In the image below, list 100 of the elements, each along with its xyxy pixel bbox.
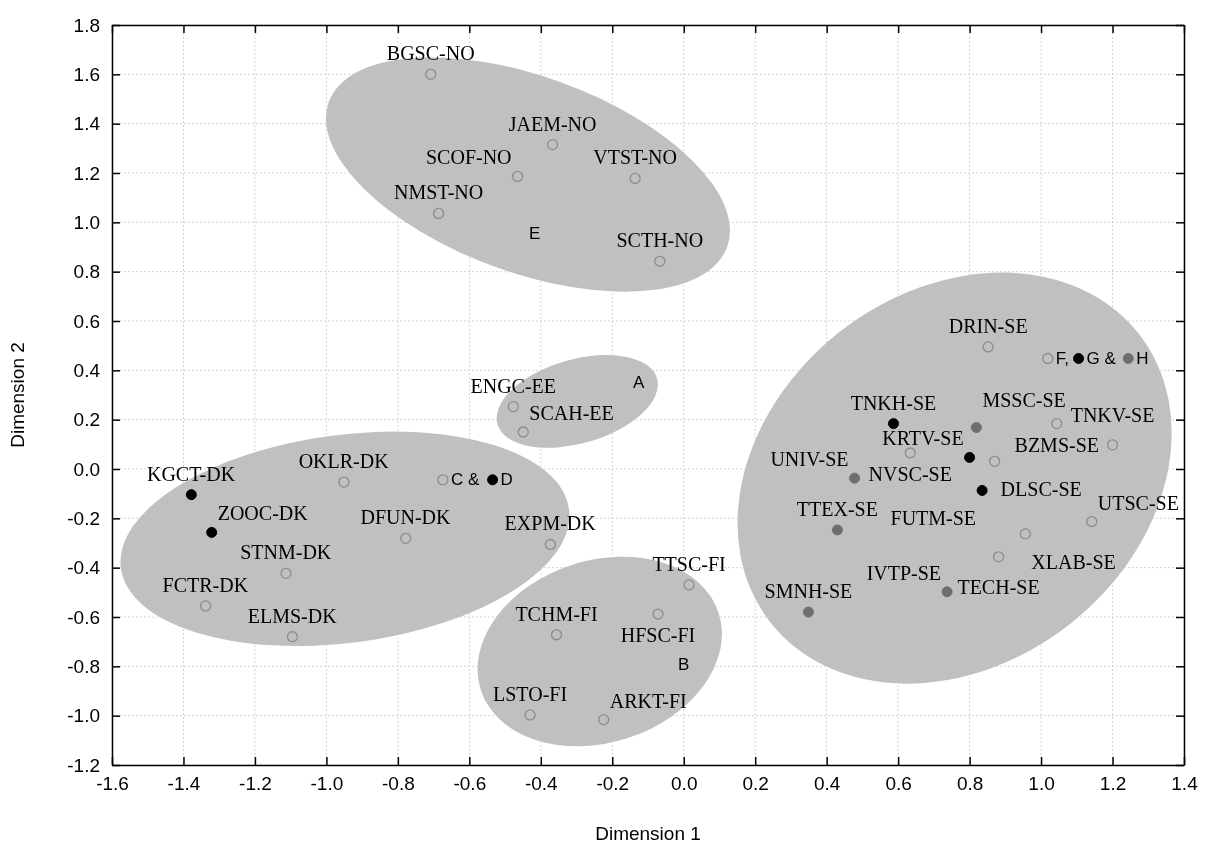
x-tick-label: -1.0 [310,773,344,795]
y-tick-label: 0.0 [73,458,100,480]
point [1122,353,1134,364]
annotation: TCHM-FI [515,602,598,625]
annotation: HFSC-FI [620,624,696,647]
annotation: TTSC-FI [652,552,726,575]
annotation: TECH-SE [957,575,1040,598]
x-axis-title: Dimension 1 [595,823,701,844]
point [831,524,843,536]
y-tick-label: 0.4 [73,359,101,381]
annotation: A [633,373,646,393]
annotation: ENGC-EE [470,374,557,397]
annotation: DRIN-SE [948,314,1028,337]
point [1051,417,1063,430]
annotation: NVSC-SE [868,462,952,485]
x-tick-label: -1.6 [96,773,129,795]
point [1086,515,1098,528]
point [1019,528,1031,540]
annotation: LSTO-FI [493,682,568,705]
x-tick-label: 1.2 [1099,773,1127,795]
point [550,629,563,641]
annotation: DLSC-SE [1000,478,1082,501]
annotation: FUTM-SE [890,507,977,530]
annotation: ARKT-FI [609,689,687,712]
annotation: OKLR-DK [298,450,390,473]
annotation: BZMS-SE [1014,433,1100,456]
point [400,532,412,544]
point [941,586,953,598]
annotation: JAEM-NO [508,112,597,135]
annotation: H [1136,348,1149,368]
point [199,600,212,612]
annotation: UTSC-SE [1097,491,1179,514]
annotation: SCTH-NO [616,229,704,252]
point [904,447,916,459]
y-tick-label: -1.0 [67,705,100,727]
y-tick-label: 0.6 [73,310,100,332]
point [546,139,559,151]
x-tick-label: 0.4 [813,773,841,795]
annotation: STNM-DK [240,541,332,564]
point [992,551,1005,563]
annotation: ZOOC-DK [217,502,309,525]
x-tick-label: -0.2 [596,773,630,795]
point [280,567,292,579]
x-tick-label: 1.0 [1028,773,1055,795]
point [524,709,536,721]
annotation: DFUN-DK [360,506,452,529]
annotation: SMNH-SE [764,580,853,603]
point [206,526,218,538]
point [425,68,437,80]
x-tick-label: -0.8 [381,773,415,795]
y-tick-label: 1.2 [73,162,100,184]
point [338,476,350,488]
annotation: TNKH-SE [850,391,937,414]
x-tick-label: -1.2 [239,773,272,795]
point [507,400,519,413]
y-tick-label: -0.4 [67,557,101,579]
annotation: C & [450,470,480,490]
annotation: TNKV-SE [1070,403,1155,426]
point [629,172,641,185]
point [1106,439,1119,451]
point [888,418,899,430]
y-tick-label: -0.6 [67,606,100,628]
x-tick-label: 1.4 [1171,773,1199,795]
x-tick-label: -0.6 [453,773,487,795]
annotation: D [500,470,513,490]
y-tick-label: 1.0 [73,211,100,233]
annotation: FCTR-DK [162,573,249,596]
annotation: B [678,655,690,675]
annotation: EXPM-DK [504,512,597,535]
x-tick-label: -0.4 [524,773,559,795]
annotation: F, [1055,348,1070,368]
annotation: SCOF-NO [426,146,512,169]
y-tick-label: 1.8 [73,14,100,36]
y-tick-label: -1.2 [67,754,100,776]
point [849,472,861,484]
point [432,207,445,220]
point [652,608,664,620]
annotation: E [529,224,541,244]
annotation: ELMS-DK [247,604,338,627]
point [544,538,557,551]
y-tick-label: -0.2 [67,507,100,529]
annotation: G & [1086,348,1117,368]
point [982,341,994,353]
annotation: TTEX-SE [796,497,878,520]
x-tick-label: -1.4 [167,773,201,795]
annotation: IVTP-SE [866,561,942,584]
x-tick-label: 0.8 [956,773,984,795]
annotation: KGCT-DK [146,462,236,485]
y-tick-label: -0.8 [67,655,100,677]
point [964,451,976,463]
point [970,422,982,434]
x-tick-label: 0.6 [885,773,912,795]
point [683,579,695,591]
point [185,489,197,501]
y-tick-label: 1.4 [73,113,101,135]
x-tick-label: 0.0 [671,773,698,795]
point [598,713,610,726]
annotation: VTST-NO [593,146,677,169]
point [517,426,529,438]
annotation: MSSC-SE [982,388,1066,411]
